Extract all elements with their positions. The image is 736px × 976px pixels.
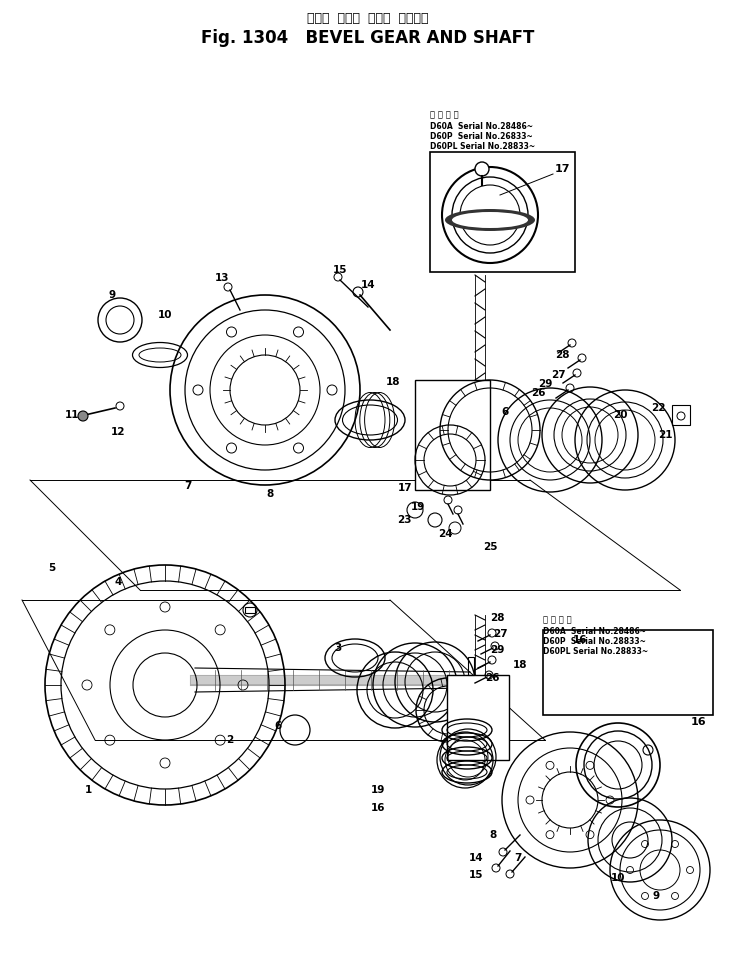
Text: 適 用 号 機: 適 用 号 機 bbox=[543, 615, 572, 624]
Text: 29: 29 bbox=[490, 645, 504, 655]
Text: D60A  Serial No.28486~: D60A Serial No.28486~ bbox=[543, 627, 646, 636]
Text: 15: 15 bbox=[469, 870, 484, 880]
Bar bbox=[672, 405, 690, 425]
Text: Fig. 1304   BEVEL GEAR AND SHAFT: Fig. 1304 BEVEL GEAR AND SHAFT bbox=[202, 29, 534, 47]
Bar bbox=[468, 657, 474, 675]
Text: 19: 19 bbox=[411, 502, 425, 512]
Text: 12: 12 bbox=[110, 427, 125, 437]
Text: 16: 16 bbox=[691, 717, 707, 727]
Text: D60P  Serial No.26833~: D60P Serial No.26833~ bbox=[430, 132, 533, 141]
Text: 24: 24 bbox=[438, 529, 453, 539]
Text: 26: 26 bbox=[485, 673, 499, 683]
Bar bbox=[245, 607, 255, 613]
Text: 6: 6 bbox=[501, 407, 509, 417]
Text: 5: 5 bbox=[49, 563, 56, 573]
Text: 25: 25 bbox=[483, 542, 498, 552]
Text: 13: 13 bbox=[215, 273, 229, 283]
Ellipse shape bbox=[445, 209, 535, 231]
Text: 適 用 号 機: 適 用 号 機 bbox=[430, 110, 459, 119]
Text: 4: 4 bbox=[114, 577, 121, 587]
Text: 20: 20 bbox=[613, 410, 627, 420]
Text: 9: 9 bbox=[108, 290, 116, 300]
Text: 27: 27 bbox=[492, 629, 507, 639]
Circle shape bbox=[475, 162, 489, 176]
Text: 22: 22 bbox=[651, 403, 665, 413]
Text: 10: 10 bbox=[158, 310, 172, 320]
Ellipse shape bbox=[452, 212, 528, 228]
Text: 26: 26 bbox=[531, 388, 545, 398]
Text: 9: 9 bbox=[652, 891, 659, 901]
Text: 29: 29 bbox=[538, 379, 552, 389]
Text: 7: 7 bbox=[184, 481, 191, 491]
Text: 8: 8 bbox=[266, 489, 274, 499]
Text: 11: 11 bbox=[65, 410, 79, 420]
Text: 19: 19 bbox=[371, 785, 385, 795]
Bar bbox=[543, 630, 713, 715]
Text: 3: 3 bbox=[334, 643, 342, 653]
Text: 21: 21 bbox=[658, 430, 672, 440]
Text: 10: 10 bbox=[611, 873, 626, 883]
Text: D60PL Serial No.28833~: D60PL Serial No.28833~ bbox=[543, 647, 648, 656]
Text: 7: 7 bbox=[514, 853, 522, 863]
Text: 18: 18 bbox=[386, 377, 400, 387]
Text: 1: 1 bbox=[85, 785, 91, 795]
Bar bbox=[447, 675, 509, 760]
Bar bbox=[430, 152, 575, 272]
Text: 14: 14 bbox=[469, 853, 484, 863]
Bar bbox=[415, 380, 490, 490]
Text: 6: 6 bbox=[275, 721, 282, 731]
Circle shape bbox=[78, 411, 88, 421]
Text: ベベル  ギヤー  および  シャフト: ベベル ギヤー および シャフト bbox=[307, 12, 429, 24]
Text: 17: 17 bbox=[397, 483, 412, 493]
Text: 17: 17 bbox=[555, 164, 570, 174]
Text: 18: 18 bbox=[513, 660, 527, 670]
Text: D60PL Serial No.28833~: D60PL Serial No.28833~ bbox=[430, 142, 535, 151]
Text: 15: 15 bbox=[333, 265, 347, 275]
Text: 14: 14 bbox=[361, 280, 375, 290]
Text: D60P  Serial No.28833~: D60P Serial No.28833~ bbox=[543, 637, 646, 646]
Text: 2: 2 bbox=[227, 735, 233, 745]
Text: D60A  Serial No.28486~: D60A Serial No.28486~ bbox=[430, 122, 533, 131]
Text: 16: 16 bbox=[371, 803, 385, 813]
Text: 27: 27 bbox=[551, 370, 565, 380]
Text: 8: 8 bbox=[489, 830, 497, 840]
Text: 28: 28 bbox=[555, 350, 569, 360]
Text: 23: 23 bbox=[397, 515, 411, 525]
Text: 16: 16 bbox=[573, 635, 587, 645]
Text: 28: 28 bbox=[489, 613, 504, 623]
